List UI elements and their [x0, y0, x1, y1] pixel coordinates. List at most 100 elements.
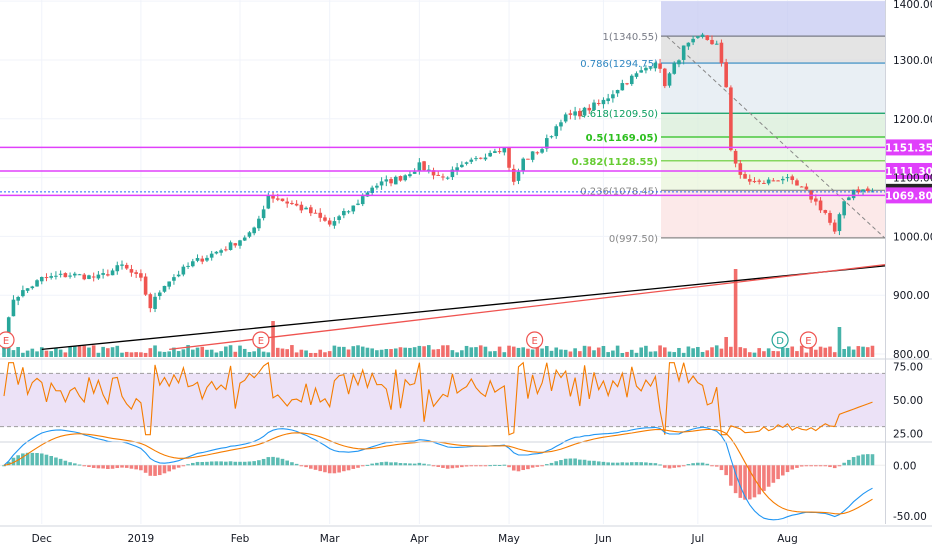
volume-bar	[781, 348, 785, 357]
candle-body	[634, 73, 639, 77]
candle-body	[106, 274, 110, 276]
volume-bar	[573, 348, 577, 357]
candle-body	[455, 167, 459, 171]
candle-body	[143, 276, 148, 295]
macd-histogram-bar	[757, 465, 761, 495]
volume-bar	[606, 352, 610, 357]
macd-histogram-bar	[559, 460, 563, 466]
volume-bar	[771, 350, 776, 357]
candle-body	[82, 274, 87, 280]
macd-histogram-bar	[629, 462, 634, 466]
macd-histogram-bar	[91, 465, 96, 468]
macd-histogram-bar	[290, 462, 294, 466]
macd-histogram-bar	[427, 464, 431, 466]
volume-bar	[545, 346, 549, 357]
volume-bar	[63, 352, 68, 357]
volume-bar	[511, 346, 516, 357]
volume-bar	[493, 351, 497, 357]
fib-level-label: 0.618(1209.50)	[580, 109, 658, 120]
volume-bar	[488, 351, 492, 357]
volume-bar	[304, 350, 308, 357]
volume-bar	[16, 346, 20, 357]
candle-body	[700, 34, 705, 37]
macd-histogram-bar	[691, 463, 695, 466]
macd-histogram-bar	[672, 465, 677, 468]
macd-histogram-bar	[611, 462, 615, 466]
candle-body	[247, 232, 252, 237]
candle-body	[483, 157, 488, 160]
macd-histogram-bar	[63, 460, 68, 466]
candle-body	[573, 111, 577, 116]
macd-histogram-bar	[729, 465, 733, 486]
event-marker	[0, 331, 15, 349]
candle-body	[351, 205, 356, 212]
time-tick-label: 2019	[128, 533, 155, 545]
macd-histogram-bar	[384, 461, 389, 466]
macd-histogram-bar	[795, 465, 799, 468]
macd-histogram-bar	[663, 465, 667, 468]
candle-body	[696, 36, 700, 38]
volume-bar	[474, 347, 478, 357]
candle-body	[549, 136, 554, 138]
candle-body	[431, 170, 436, 176]
volume-bar	[87, 347, 91, 357]
event-marker	[252, 331, 270, 349]
macd-histogram-bar	[318, 465, 323, 472]
fib-level-label: 0.236(1078.45)	[580, 186, 658, 197]
volume-bar	[389, 349, 393, 357]
rsi-tick-label: 25.00	[893, 428, 923, 440]
macd-histogram-bar	[186, 464, 190, 466]
volume-bar	[44, 350, 49, 357]
volume-bar	[842, 348, 846, 357]
candle-body	[804, 186, 809, 190]
volume-bar	[696, 346, 700, 357]
fib-retracement[interactable]: 1(1340.55) 0.786(1294.75) 0.618(1209.50) 0.…	[572, 1, 886, 245]
candle-body	[851, 189, 856, 199]
volume-bar	[667, 351, 672, 357]
macd-histogram-bar	[747, 465, 752, 500]
volume-bar	[313, 352, 318, 357]
volume-bar	[464, 345, 469, 357]
candle-body	[313, 212, 318, 214]
volume-bar	[408, 347, 412, 357]
price-level-tag	[886, 139, 932, 156]
volume-bar	[714, 345, 719, 357]
volume-bar	[247, 352, 252, 357]
candle-body	[148, 294, 153, 309]
event-marker	[526, 331, 544, 349]
macd-histogram-bar	[847, 459, 851, 466]
macd-histogram-bar	[766, 465, 771, 487]
candle-body	[710, 39, 714, 45]
candle-body	[663, 68, 667, 87]
macd-histogram-bar	[634, 462, 639, 466]
candle-body	[77, 274, 82, 276]
macd-histogram-bar	[851, 457, 856, 466]
candle-body	[733, 150, 738, 164]
volume-bar	[719, 348, 724, 357]
volume-bar	[346, 349, 351, 357]
candle-body	[861, 189, 865, 192]
candle-body	[601, 99, 606, 105]
fib-level-label: 0.786(1294.75)	[580, 59, 658, 70]
macd-histogram-bar	[11, 457, 16, 466]
macd-histogram-bar	[464, 465, 469, 467]
macd-histogram-bar	[828, 465, 832, 468]
macd-histogram-bar	[252, 461, 256, 466]
volume-bar	[412, 347, 417, 357]
volume-bar	[700, 351, 705, 357]
macd-histogram-bar	[469, 465, 474, 467]
candle-body	[422, 161, 426, 171]
candle-body	[526, 158, 530, 160]
trendline	[41, 265, 886, 351]
volume-bar	[691, 348, 695, 357]
candle-body	[865, 188, 870, 191]
candle-body	[342, 210, 346, 216]
trendlines[interactable]	[41, 264, 886, 351]
volume-bar	[705, 350, 710, 357]
volume-bar	[327, 351, 332, 357]
candle-body	[464, 162, 469, 164]
